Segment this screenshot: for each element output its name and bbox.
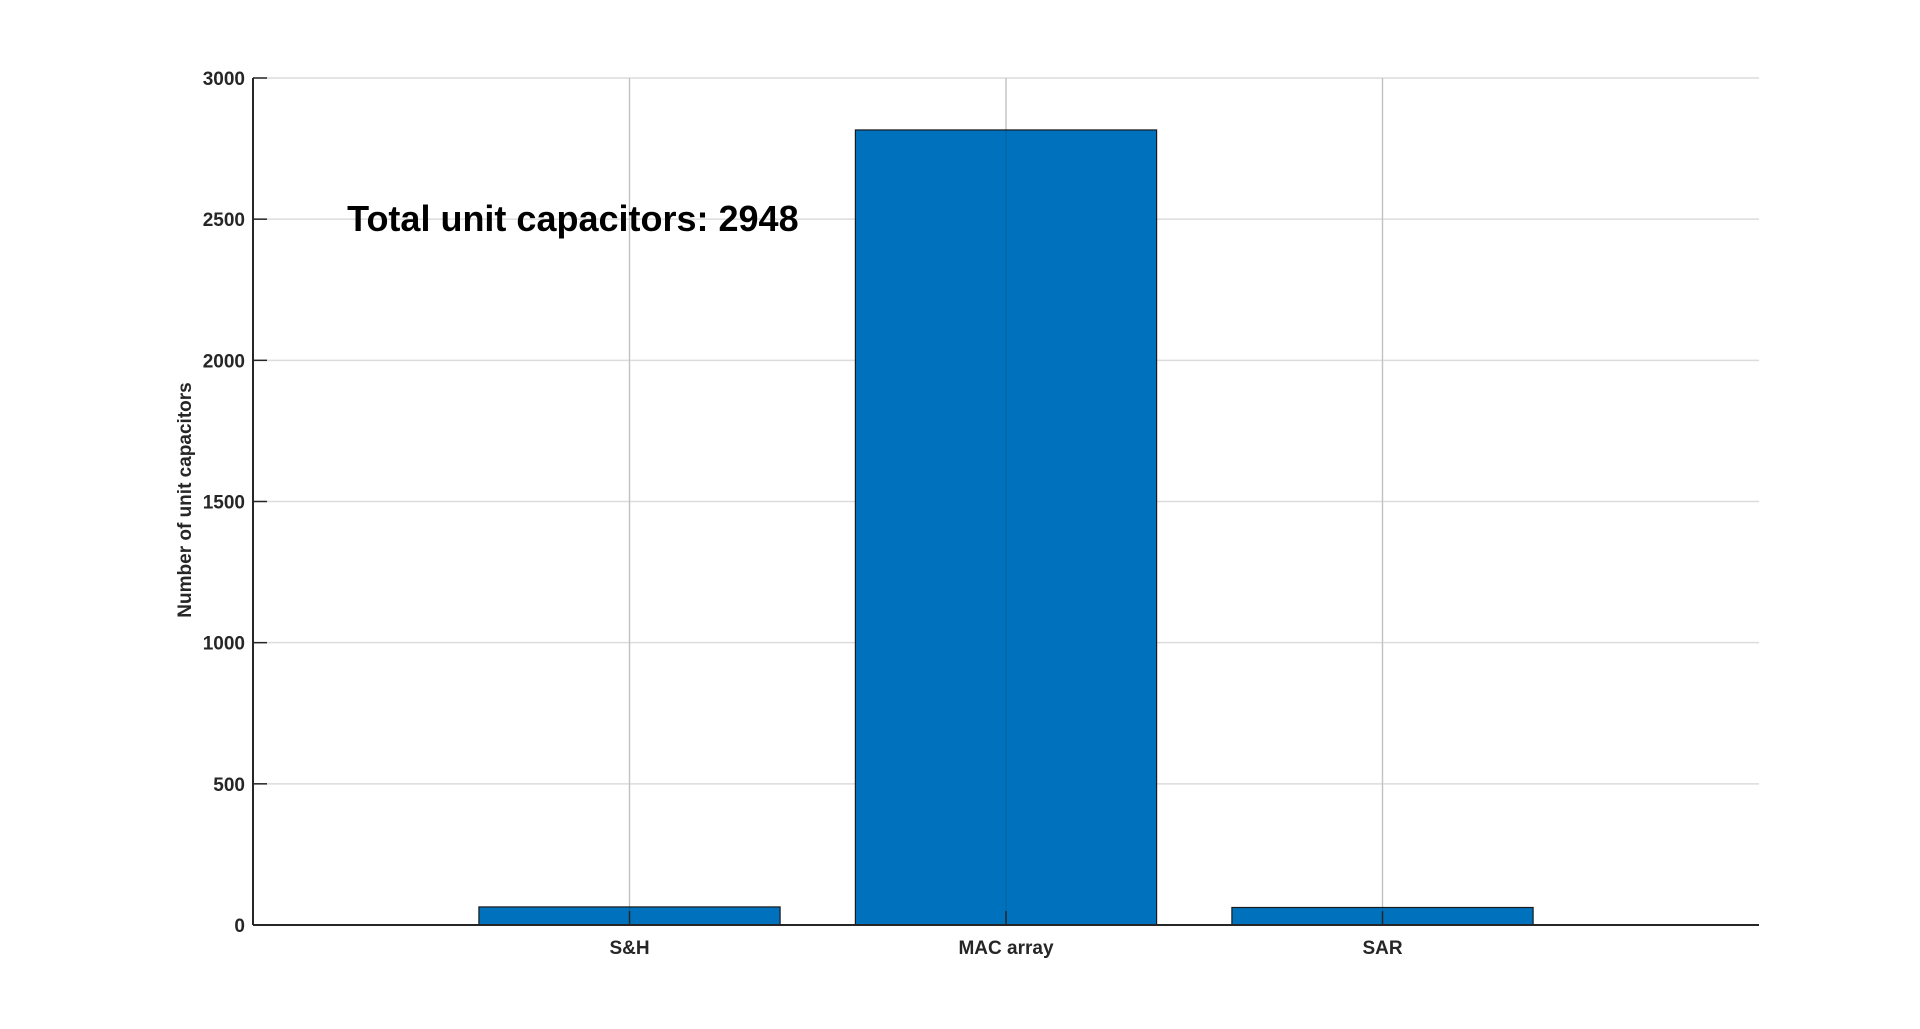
bars bbox=[478, 129, 1534, 926]
y-axis-label: Number of unit capacitors bbox=[175, 382, 196, 617]
y-tick-label: 1500 bbox=[203, 493, 245, 514]
labels: 0 500 1000 1500 2000 2500 3000 S&H MAC array SAR bbox=[203, 69, 1403, 959]
x-tick-label: SAR bbox=[1362, 938, 1402, 959]
axes bbox=[252, 77, 1759, 926]
y-tick-label: 2500 bbox=[203, 210, 245, 231]
y-tick-label: 2000 bbox=[203, 351, 245, 372]
y-tick-label: 3000 bbox=[203, 69, 245, 90]
x-tick-label: MAC array bbox=[958, 938, 1053, 959]
total-annotation: Total unit capacitors: 2948 bbox=[347, 198, 798, 239]
y-tick-label: 500 bbox=[213, 775, 245, 796]
y-tick-label: 0 bbox=[234, 916, 245, 937]
x-tick-label: S&H bbox=[609, 938, 649, 959]
y-tick-label: 1000 bbox=[203, 634, 245, 655]
bar-mac-array bbox=[854, 129, 1158, 926]
